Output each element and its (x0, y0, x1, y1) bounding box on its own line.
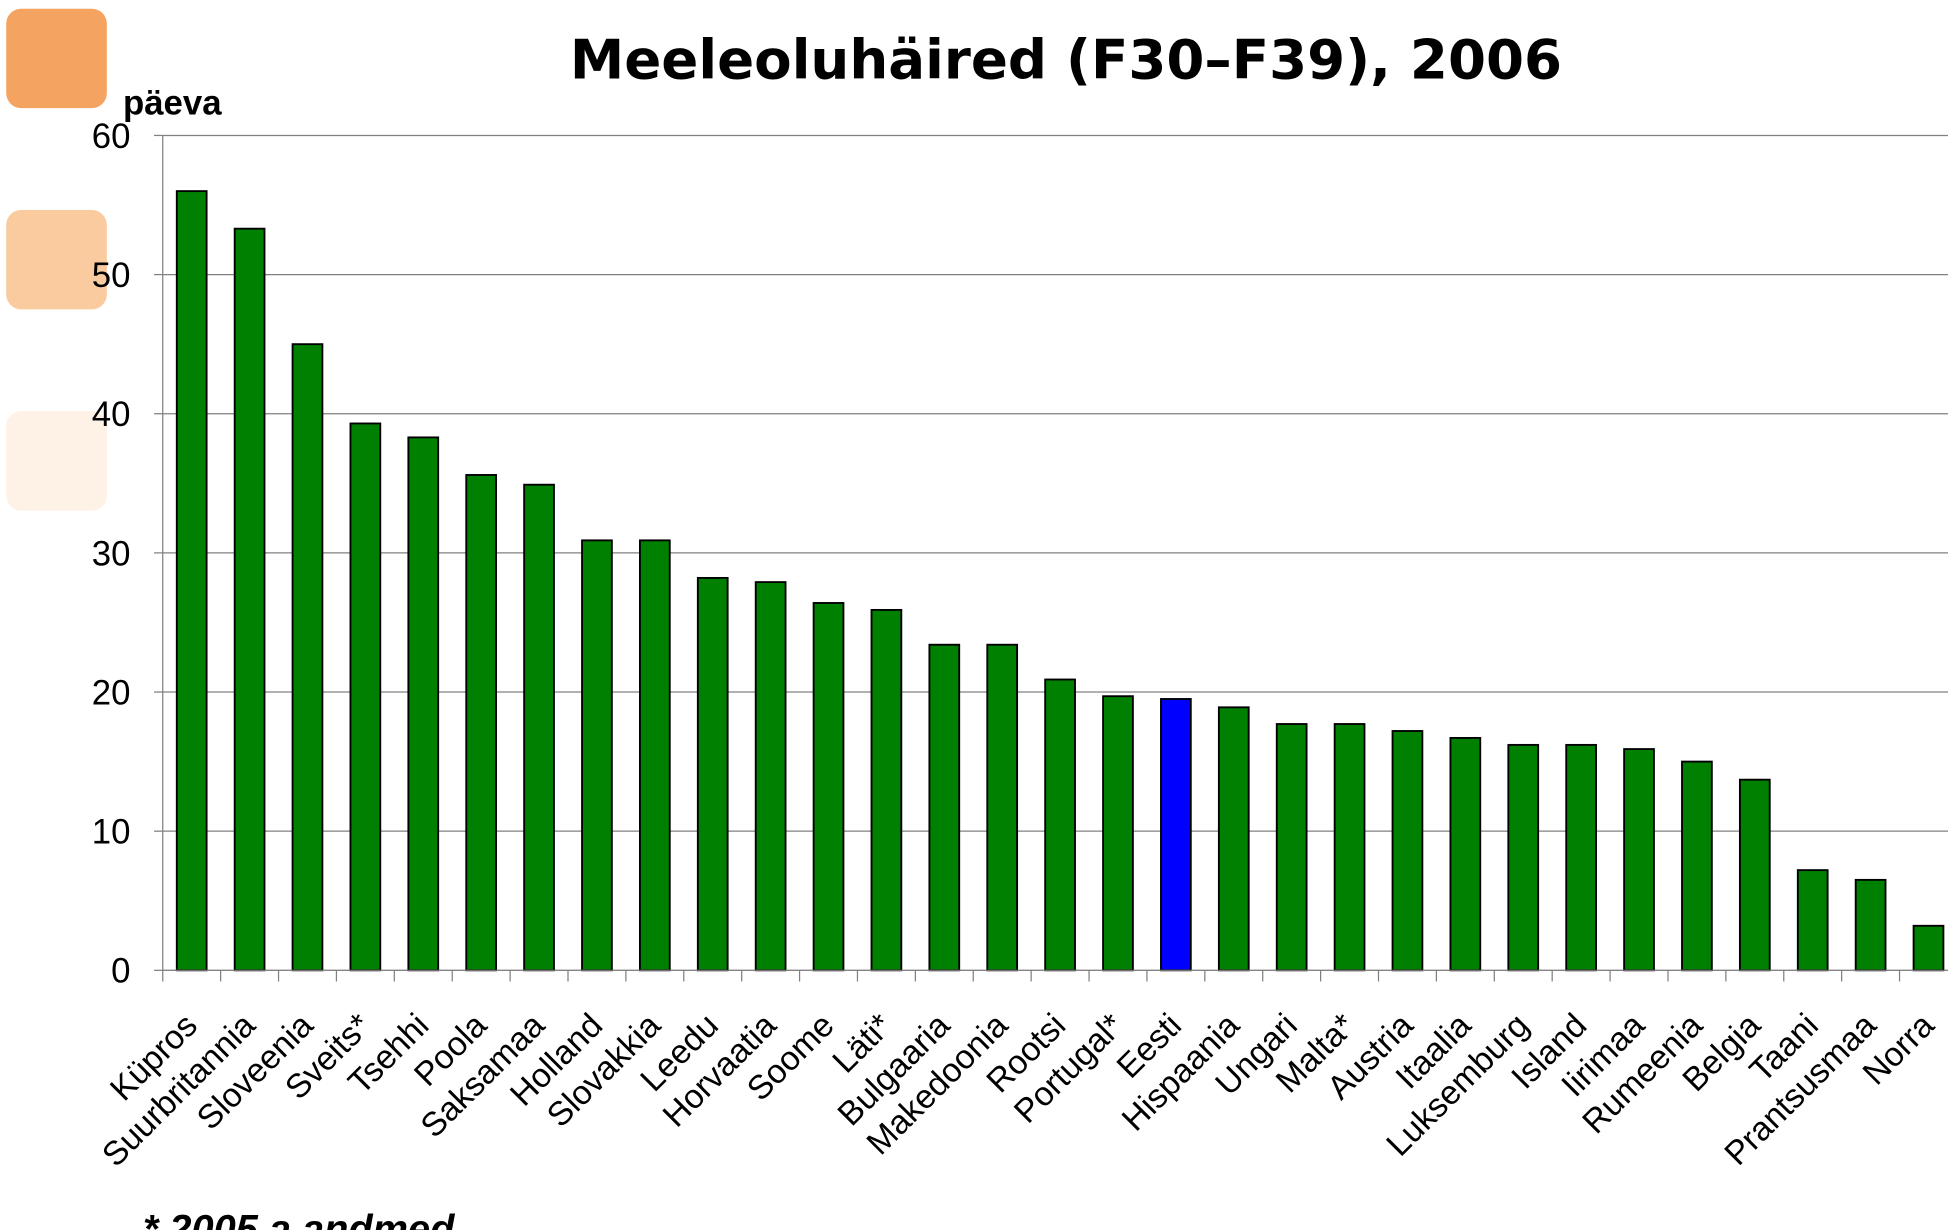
bar (870, 608, 903, 972)
bar (523, 483, 555, 972)
y-tick-label: 0 (111, 953, 130, 991)
footnote: * 2005.a andmed (143, 1207, 455, 1230)
bar (1565, 743, 1597, 972)
bar (349, 422, 382, 972)
bar (696, 576, 729, 972)
bar (1912, 924, 1945, 972)
bar (928, 643, 961, 972)
decor-square (6, 411, 107, 511)
bar (1449, 737, 1482, 972)
bar (1217, 706, 1250, 972)
bar (1796, 869, 1829, 972)
bar (812, 602, 845, 972)
y-tick-label: 50 (92, 257, 131, 295)
bar (1102, 695, 1134, 972)
bar (1507, 743, 1540, 972)
decor-square (6, 8, 107, 109)
bar (1854, 878, 1887, 972)
bar (986, 643, 1019, 972)
y-tick-label: 60 (92, 118, 131, 156)
chart-title: Meeleoluhäired (F30–F39), 2006 (570, 27, 1562, 91)
bar (1044, 678, 1076, 972)
y-axis-label: päeva (123, 84, 222, 122)
plot: 0102030405060KüprosSuurbritanniaSloveeni… (92, 118, 1948, 1174)
bar (754, 581, 787, 972)
y-tick-label: 40 (92, 396, 131, 434)
bar (1275, 723, 1308, 972)
y-tick-label: 30 (92, 535, 131, 573)
bar (1333, 723, 1366, 972)
bar (465, 474, 498, 972)
bar (1623, 748, 1655, 972)
bar (1160, 698, 1192, 972)
bar (639, 539, 671, 972)
decor-square (6, 209, 107, 310)
y-tick-label: 10 (92, 814, 131, 852)
y-tick-label: 20 (92, 674, 131, 712)
bar (233, 227, 266, 972)
bar (407, 436, 440, 972)
bar (291, 343, 324, 972)
bar (1738, 778, 1771, 972)
bar (1391, 730, 1424, 972)
bar (175, 190, 208, 972)
bar (581, 539, 613, 972)
bar (1681, 760, 1713, 972)
